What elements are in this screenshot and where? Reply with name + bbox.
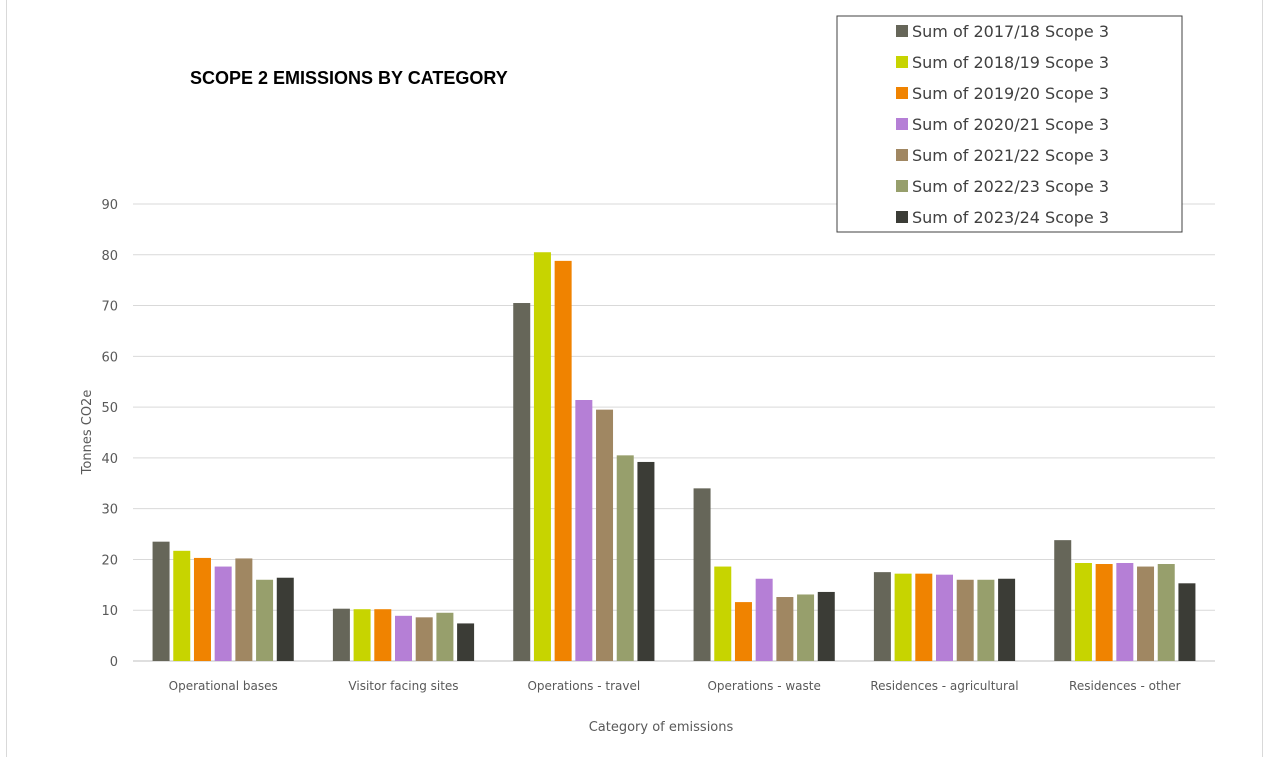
y-tick-label: 20 [101,553,118,568]
y-tick-label: 60 [101,350,118,365]
x-tick-label: Operations - waste [707,679,820,693]
bar-4-1 [894,573,912,661]
bar-3-5 [797,594,815,661]
bar-0-0 [152,541,170,661]
x-tick-label: Operations - travel [527,679,640,693]
bar-2-5 [616,455,634,661]
bar-1-4 [415,617,433,661]
x-tick-label: Operational bases [169,679,278,693]
bar-1-6 [457,623,475,661]
bar-4-2 [915,573,933,661]
bar-3-6 [817,591,835,661]
y-axis-ticks: 0 10 20 30 40 50 60 70 80 90 [101,198,118,670]
bar-2-6 [637,461,655,661]
legend-entry: Sum of 2023/24 Scope 3 [912,208,1109,227]
bar-2-3 [575,400,593,661]
bar-2-1 [533,252,551,661]
legend-box [836,15,1183,233]
y-tick-label: 70 [101,300,118,315]
y-tick-label: 50 [101,401,118,416]
bar-5-4 [1137,566,1155,661]
bar-1-1 [353,609,371,661]
legend-entry: Sum of 2020/21 Scope 3 [912,115,1109,134]
bar-1-5 [436,612,454,661]
legend-swatch [896,87,908,99]
legend-swatch [896,118,908,130]
y-axis-label: Tonnes CO2e [80,390,95,476]
bar-3-3 [755,578,773,661]
bar-3-1 [714,566,732,661]
bar-2-2 [554,260,572,661]
gridlines [133,203,1215,662]
bar-4-5 [977,579,995,661]
legend-swatch [896,149,908,161]
bars [152,252,1196,661]
legend: Sum of 2017/18 Scope 3 Sum of 2018/19 Sco… [836,15,1183,233]
legend-entry: Sum of 2018/19 Scope 3 [912,53,1109,72]
legend-entry: Sum of 2019/20 Scope 3 [912,84,1109,103]
chart-title: SCOPE 2 EMISSIONS BY CATEGORY [190,68,508,88]
legend-entry: Sum of 2017/18 Scope 3 [912,22,1109,41]
y-tick-label: 0 [110,655,118,670]
bar-0-4 [235,558,253,661]
bar-5-6 [1178,583,1196,661]
bar-4-0 [873,572,891,661]
x-tick-label: Residences - agricultural [870,679,1018,693]
chart-border-right [1262,0,1263,757]
bar-5-1 [1074,562,1092,661]
bar-4-6 [998,578,1016,661]
bar-1-2 [374,609,392,661]
bar-2-0 [513,303,531,661]
x-axis-ticks: Operational bases Visitor facing sites Ope… [169,679,1181,693]
y-tick-label: 30 [101,503,118,518]
x-tick-label: Visitor facing sites [348,679,458,693]
x-tick-label: Residences - other [1069,679,1181,693]
y-tick-label: 40 [101,452,118,467]
bar-0-3 [214,566,232,661]
bar-4-3 [936,574,953,661]
bar-0-1 [173,550,191,661]
bar-5-5 [1157,564,1175,661]
bar-5-3 [1116,562,1134,661]
chart-border-left [6,0,7,757]
bar-5-2 [1095,564,1113,661]
bar-0-5 [256,579,274,661]
bar-4-4 [956,579,974,661]
y-tick-label: 90 [101,198,118,213]
y-tick-label: 10 [101,604,118,619]
legend-swatch [896,180,908,192]
bar-1-0 [332,608,350,661]
bar-3-2 [734,602,752,661]
y-tick-label: 80 [101,249,118,264]
legend-swatch [896,25,908,37]
bar-0-2 [193,557,211,661]
legend-swatch [896,56,908,68]
bar-1-3 [395,615,412,661]
bar-3-4 [776,597,794,661]
bar-2-4 [596,409,614,661]
legend-entry: Sum of 2022/23 Scope 3 [912,177,1109,196]
legend-swatch [896,211,908,223]
bar-5-0 [1054,540,1072,661]
bar-0-6 [276,577,294,661]
legend-entry: Sum of 2021/22 Scope 3 [912,146,1109,165]
bar-3-0 [693,488,711,661]
x-axis-label: Category of emissions [589,720,734,735]
